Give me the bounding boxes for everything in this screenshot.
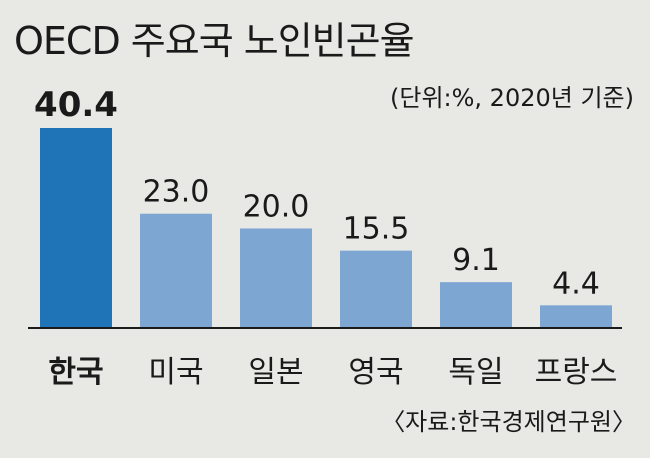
chart-title: OECD 주요국 노인빈곤율	[14, 19, 415, 63]
value-label-2: 20.0	[243, 189, 310, 224]
category-label-4: 독일	[448, 355, 503, 390]
bar-2	[240, 228, 312, 327]
value-label-0: 40.4	[34, 85, 118, 125]
value-label-4: 9.1	[452, 243, 500, 278]
value-label-5: 4.4	[552, 266, 600, 301]
category-label-1: 미국	[148, 355, 203, 390]
bar-4	[440, 282, 512, 327]
category-label-3: 영국	[348, 355, 403, 390]
bar-3	[340, 250, 412, 327]
category-label-0: 한국	[48, 355, 103, 390]
bar-1	[140, 213, 212, 327]
category-label-5: 프랑스	[535, 355, 618, 390]
unit-note: (단위:%, 2020년 기준)	[390, 84, 634, 112]
bar-5	[540, 305, 612, 327]
value-label-3: 15.5	[343, 212, 410, 247]
source-note: 〈자료:한국경제연구원〉	[381, 408, 636, 436]
bar-0	[40, 128, 112, 327]
category-label-2: 일본	[248, 355, 303, 390]
value-label-1: 23.0	[143, 175, 210, 210]
